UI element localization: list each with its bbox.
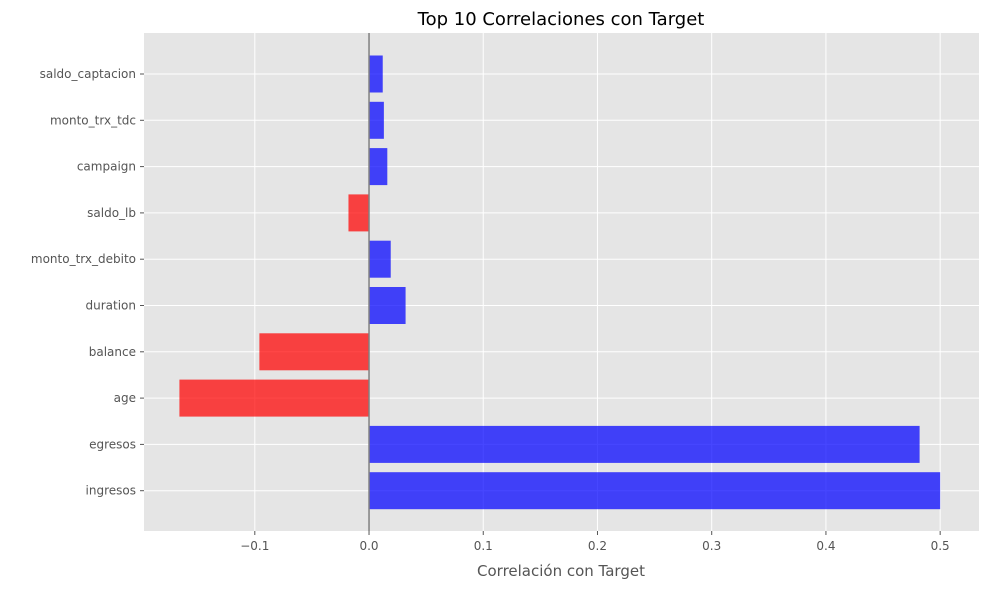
x-tick-label: −0.1 (240, 539, 269, 553)
y-tick-label: saldo_lb (87, 206, 136, 220)
bar-monto-trx-tdc (369, 101, 384, 139)
bar-egresos (369, 425, 920, 463)
chart-title: Top 10 Correlaciones con Target (417, 9, 705, 30)
y-tick-label: saldo_captacion (40, 67, 136, 81)
x-tick-label: 0.2 (588, 539, 607, 553)
y-tick-label: monto_trx_tdc (50, 113, 136, 127)
bar-saldo-lb (348, 194, 370, 232)
y-tick-label: balance (89, 345, 136, 359)
x-tick-label: 0.0 (359, 539, 378, 553)
x-tick-label: 0.3 (702, 539, 721, 553)
bar-saldo-captacion (369, 55, 383, 93)
bar-monto-trx-debito (369, 240, 391, 278)
bar-balance (259, 333, 370, 371)
bar-age (179, 379, 370, 417)
x-axis-label: Correlación con Target (477, 562, 645, 580)
y-tick-label: monto_trx_debito (31, 252, 136, 266)
x-tick-label: 0.1 (474, 539, 493, 553)
y-tick-label: egresos (89, 437, 136, 451)
bar-campaign (369, 148, 388, 186)
y-tick-label: ingresos (86, 484, 136, 498)
bars (179, 55, 941, 510)
y-axis-ticks: saldo_captacion monto_trx_tdc campaign sald… (31, 67, 144, 498)
y-tick-label: duration (86, 299, 137, 313)
x-axis-ticks: −0.1 0.0 0.1 0.2 0.3 0.4 0.5 (240, 531, 950, 553)
grid-lines (144, 33, 979, 531)
y-tick-label: age (114, 391, 136, 405)
x-tick-label: 0.5 (931, 539, 950, 553)
x-tick-label: 0.4 (816, 539, 835, 553)
bar-duration (369, 287, 406, 324)
bar-ingresos (369, 472, 941, 510)
y-tick-label: campaign (77, 160, 136, 174)
